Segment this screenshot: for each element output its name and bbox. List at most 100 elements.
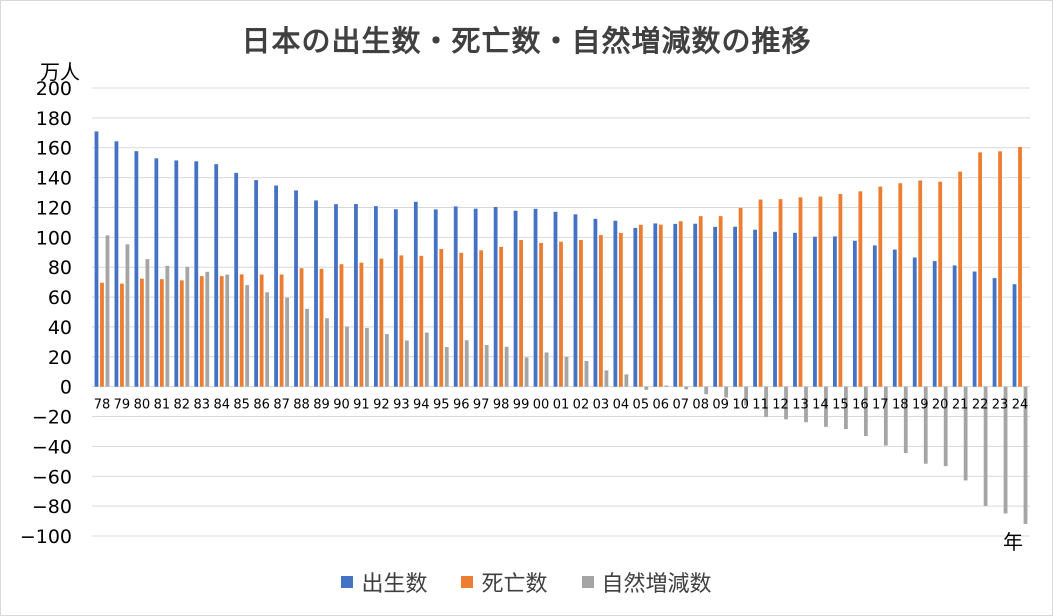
bar-natural-change bbox=[943, 386, 948, 467]
bar-deaths bbox=[439, 248, 444, 387]
bar-deaths bbox=[978, 152, 983, 387]
x-tick-label: 21 bbox=[952, 398, 969, 413]
x-tick-label: 89 bbox=[313, 398, 330, 413]
y-tick-label: 40 bbox=[48, 317, 72, 339]
bar-deaths bbox=[499, 246, 504, 387]
bar-deaths bbox=[938, 181, 943, 387]
bar-deaths bbox=[479, 250, 484, 387]
legend-item-deaths: 死亡数 bbox=[461, 566, 548, 598]
bar-births bbox=[94, 131, 99, 387]
bar-deaths bbox=[179, 280, 184, 387]
bar-deaths bbox=[638, 224, 643, 387]
bar-deaths bbox=[818, 196, 823, 387]
bar-deaths bbox=[878, 186, 883, 387]
bar-births bbox=[793, 232, 797, 387]
bar-natural-change bbox=[604, 370, 609, 387]
bar-births bbox=[214, 164, 219, 387]
bar-births bbox=[673, 223, 678, 387]
legend-swatch bbox=[461, 576, 474, 588]
x-tick-label: 18 bbox=[892, 398, 909, 413]
bar-natural-change bbox=[145, 259, 150, 387]
bar-natural-change bbox=[105, 235, 110, 387]
bar-natural-change bbox=[903, 386, 908, 453]
bar-deaths bbox=[718, 216, 723, 387]
bar-deaths bbox=[758, 199, 763, 387]
x-tick-label: 83 bbox=[193, 398, 210, 413]
x-tick-label: 04 bbox=[613, 398, 630, 413]
bar-deaths bbox=[100, 282, 104, 387]
bar-deaths bbox=[239, 274, 244, 387]
x-tick-label: 11 bbox=[752, 398, 769, 413]
legend-item-births: 出生数 bbox=[341, 566, 427, 598]
legend-label: 死亡数 bbox=[481, 572, 548, 597]
x-tick-label: 20 bbox=[932, 398, 949, 413]
x-tick-label: 92 bbox=[373, 398, 390, 413]
bar-births bbox=[533, 208, 538, 387]
bar-deaths bbox=[199, 276, 204, 387]
x-tick-label: 98 bbox=[493, 398, 510, 413]
bar-births bbox=[932, 261, 937, 387]
bar-natural-change bbox=[245, 285, 250, 387]
bar-natural-change bbox=[923, 386, 928, 464]
bar-natural-change bbox=[1023, 386, 1028, 524]
x-tick-label: 00 bbox=[533, 398, 550, 413]
bar-births bbox=[952, 265, 957, 387]
y-tick-label: 80 bbox=[48, 257, 72, 279]
x-tick-label: 05 bbox=[633, 398, 650, 413]
bar-natural-change bbox=[963, 386, 968, 481]
bar-births bbox=[553, 211, 558, 387]
bar-natural-change bbox=[125, 244, 130, 387]
legend: 出生数 死亡数 自然増減数 bbox=[0, 566, 1053, 598]
bar-natural-change bbox=[504, 346, 509, 387]
x-tick-label: 12 bbox=[772, 398, 789, 413]
bar-natural-change bbox=[205, 271, 210, 387]
bar-natural-change bbox=[345, 326, 349, 387]
bar-deaths bbox=[858, 191, 863, 387]
y-tick-label: −100 bbox=[20, 526, 72, 548]
bar-births bbox=[274, 185, 278, 387]
bar-births bbox=[114, 141, 119, 387]
bar-natural-change bbox=[664, 385, 669, 387]
y-tick-label: 60 bbox=[48, 287, 72, 309]
bar-deaths bbox=[898, 183, 903, 387]
x-tick-label: 17 bbox=[872, 398, 889, 413]
bar-natural-change bbox=[464, 340, 469, 387]
bar-deaths bbox=[838, 194, 843, 387]
y-tick-label: 160 bbox=[36, 138, 72, 160]
x-tick-label: 99 bbox=[513, 398, 530, 413]
x-tick-label: 08 bbox=[692, 398, 709, 413]
bar-births bbox=[373, 206, 378, 387]
bar-natural-change bbox=[365, 327, 369, 387]
x-tick-label: 79 bbox=[114, 398, 131, 413]
bar-natural-change bbox=[484, 345, 489, 387]
bar-natural-change bbox=[883, 386, 888, 446]
bar-deaths bbox=[698, 216, 703, 387]
bar-deaths bbox=[159, 279, 164, 387]
bar-natural-change bbox=[983, 386, 988, 506]
bar-births bbox=[453, 206, 458, 387]
x-axis-unit-label: 年 bbox=[1003, 530, 1023, 554]
bar-natural-change bbox=[424, 332, 429, 387]
x-tick-label: 13 bbox=[792, 398, 809, 413]
x-tick-label: 86 bbox=[253, 398, 270, 413]
bar-natural-change bbox=[644, 386, 649, 390]
y-tick-label: −40 bbox=[32, 436, 72, 458]
bar-deaths bbox=[599, 235, 603, 387]
bar-deaths bbox=[958, 171, 963, 387]
x-tick-label: 22 bbox=[972, 398, 989, 413]
bar-natural-change bbox=[444, 347, 449, 387]
bar-births bbox=[473, 208, 478, 387]
bar-natural-change bbox=[764, 386, 768, 417]
bar-births bbox=[852, 240, 857, 387]
bar-births bbox=[733, 226, 738, 387]
bar-natural-change bbox=[165, 265, 170, 387]
y-tick-label: 100 bbox=[36, 227, 72, 249]
x-tick-label: 81 bbox=[154, 398, 171, 413]
bar-deaths bbox=[778, 199, 783, 387]
x-tick-label: 85 bbox=[233, 398, 250, 413]
bar-births bbox=[972, 271, 977, 387]
bar-births bbox=[833, 236, 837, 387]
bar-births bbox=[234, 172, 239, 387]
bar-deaths bbox=[1018, 146, 1022, 387]
x-tick-label: 93 bbox=[393, 398, 410, 413]
